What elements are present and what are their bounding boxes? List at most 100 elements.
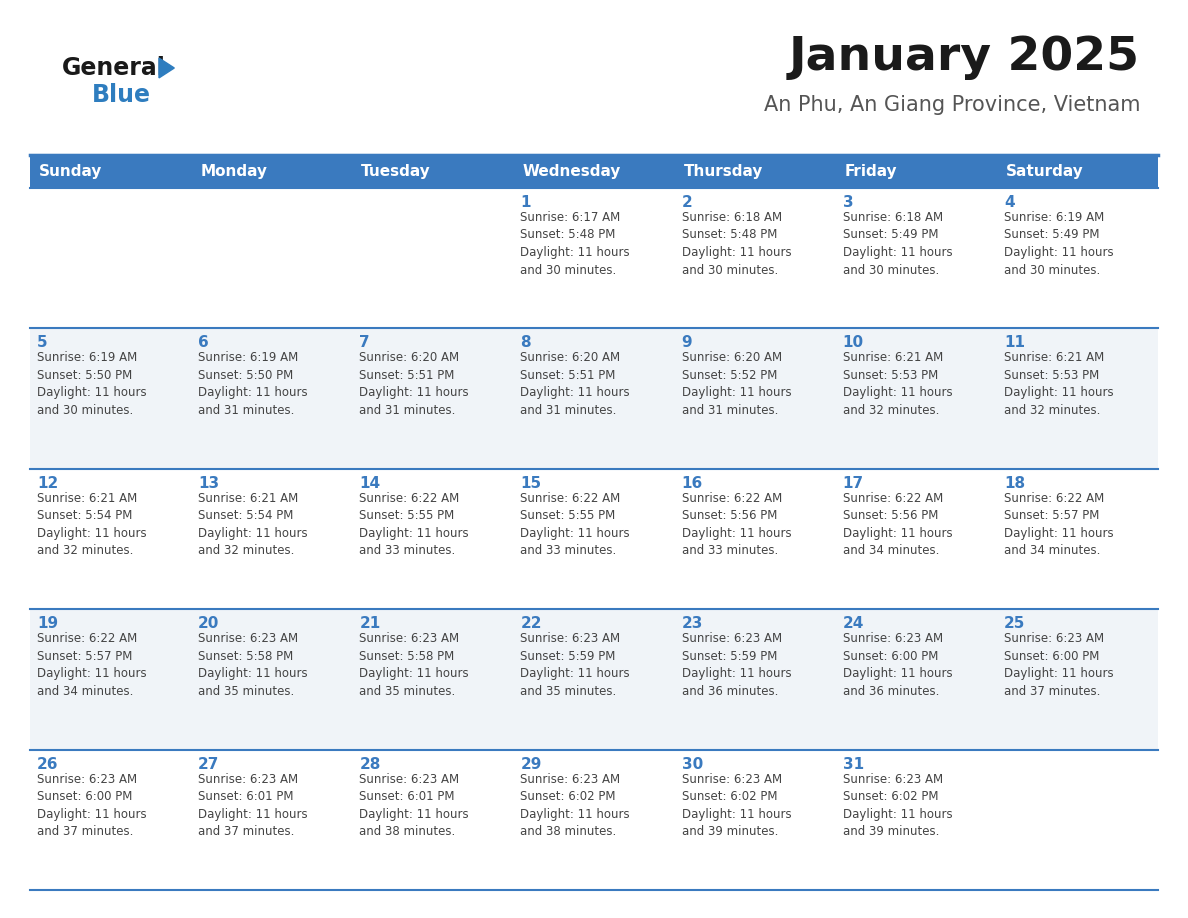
Bar xyxy=(353,469,513,610)
Bar xyxy=(191,750,353,890)
Bar xyxy=(997,469,1158,610)
Text: Sunrise: 6:18 AM
Sunset: 5:48 PM
Daylight: 11 hours
and 30 minutes.: Sunrise: 6:18 AM Sunset: 5:48 PM Dayligh… xyxy=(682,211,791,276)
Text: 5: 5 xyxy=(37,335,48,351)
Text: 8: 8 xyxy=(520,335,531,351)
Text: Sunrise: 6:18 AM
Sunset: 5:49 PM
Daylight: 11 hours
and 30 minutes.: Sunrise: 6:18 AM Sunset: 5:49 PM Dayligh… xyxy=(842,211,953,276)
Text: Sunrise: 6:23 AM
Sunset: 6:02 PM
Daylight: 11 hours
and 38 minutes.: Sunrise: 6:23 AM Sunset: 6:02 PM Dayligh… xyxy=(520,773,630,838)
Bar xyxy=(513,188,675,329)
Text: Sunrise: 6:21 AM
Sunset: 5:53 PM
Daylight: 11 hours
and 32 minutes.: Sunrise: 6:21 AM Sunset: 5:53 PM Dayligh… xyxy=(842,352,953,417)
Text: 17: 17 xyxy=(842,476,864,491)
Bar xyxy=(353,329,513,469)
Bar xyxy=(30,329,191,469)
Bar xyxy=(835,610,997,750)
Bar xyxy=(835,329,997,469)
Text: 30: 30 xyxy=(682,756,703,772)
Text: Sunrise: 6:23 AM
Sunset: 5:58 PM
Daylight: 11 hours
and 35 minutes.: Sunrise: 6:23 AM Sunset: 5:58 PM Dayligh… xyxy=(198,633,308,698)
Text: Sunrise: 6:23 AM
Sunset: 6:00 PM
Daylight: 11 hours
and 36 minutes.: Sunrise: 6:23 AM Sunset: 6:00 PM Dayligh… xyxy=(842,633,953,698)
Bar xyxy=(675,469,835,610)
Bar xyxy=(513,610,675,750)
Text: 23: 23 xyxy=(682,616,703,632)
Text: Sunrise: 6:23 AM
Sunset: 5:59 PM
Daylight: 11 hours
and 35 minutes.: Sunrise: 6:23 AM Sunset: 5:59 PM Dayligh… xyxy=(520,633,630,698)
Text: 24: 24 xyxy=(842,616,864,632)
Text: Sunrise: 6:22 AM
Sunset: 5:56 PM
Daylight: 11 hours
and 33 minutes.: Sunrise: 6:22 AM Sunset: 5:56 PM Dayligh… xyxy=(682,492,791,557)
Bar xyxy=(835,469,997,610)
Text: Sunrise: 6:19 AM
Sunset: 5:50 PM
Daylight: 11 hours
and 30 minutes.: Sunrise: 6:19 AM Sunset: 5:50 PM Dayligh… xyxy=(37,352,146,417)
Bar xyxy=(191,469,353,610)
Text: 2: 2 xyxy=(682,195,693,210)
Text: 10: 10 xyxy=(842,335,864,351)
Text: 29: 29 xyxy=(520,756,542,772)
Text: Sunrise: 6:23 AM
Sunset: 6:02 PM
Daylight: 11 hours
and 39 minutes.: Sunrise: 6:23 AM Sunset: 6:02 PM Dayligh… xyxy=(682,773,791,838)
Text: 4: 4 xyxy=(1004,195,1015,210)
Text: Sunrise: 6:19 AM
Sunset: 5:50 PM
Daylight: 11 hours
and 31 minutes.: Sunrise: 6:19 AM Sunset: 5:50 PM Dayligh… xyxy=(198,352,308,417)
Text: 12: 12 xyxy=(37,476,58,491)
Bar xyxy=(30,750,191,890)
Bar xyxy=(997,610,1158,750)
Bar xyxy=(997,329,1158,469)
Text: Sunrise: 6:17 AM
Sunset: 5:48 PM
Daylight: 11 hours
and 30 minutes.: Sunrise: 6:17 AM Sunset: 5:48 PM Dayligh… xyxy=(520,211,630,276)
Text: 28: 28 xyxy=(359,756,380,772)
Bar xyxy=(353,750,513,890)
Bar xyxy=(513,750,675,890)
Bar xyxy=(513,469,675,610)
Bar xyxy=(997,750,1158,890)
Text: Sunrise: 6:20 AM
Sunset: 5:51 PM
Daylight: 11 hours
and 31 minutes.: Sunrise: 6:20 AM Sunset: 5:51 PM Dayligh… xyxy=(520,352,630,417)
Bar xyxy=(675,188,835,329)
Text: Sunrise: 6:23 AM
Sunset: 6:00 PM
Daylight: 11 hours
and 37 minutes.: Sunrise: 6:23 AM Sunset: 6:00 PM Dayligh… xyxy=(1004,633,1113,698)
Text: 11: 11 xyxy=(1004,335,1025,351)
Text: An Phu, An Giang Province, Vietnam: An Phu, An Giang Province, Vietnam xyxy=(764,95,1140,115)
Bar xyxy=(835,750,997,890)
Text: 18: 18 xyxy=(1004,476,1025,491)
Text: 27: 27 xyxy=(198,756,220,772)
Text: January 2025: January 2025 xyxy=(789,36,1140,81)
Text: Sunrise: 6:22 AM
Sunset: 5:56 PM
Daylight: 11 hours
and 34 minutes.: Sunrise: 6:22 AM Sunset: 5:56 PM Dayligh… xyxy=(842,492,953,557)
Text: 16: 16 xyxy=(682,476,703,491)
Text: 25: 25 xyxy=(1004,616,1025,632)
Text: Monday: Monday xyxy=(200,164,267,179)
Bar xyxy=(191,188,353,329)
Text: 22: 22 xyxy=(520,616,542,632)
Text: 13: 13 xyxy=(198,476,220,491)
Text: Sunrise: 6:23 AM
Sunset: 6:02 PM
Daylight: 11 hours
and 39 minutes.: Sunrise: 6:23 AM Sunset: 6:02 PM Dayligh… xyxy=(842,773,953,838)
Text: Thursday: Thursday xyxy=(683,164,763,179)
Text: 14: 14 xyxy=(359,476,380,491)
Text: Sunrise: 6:22 AM
Sunset: 5:55 PM
Daylight: 11 hours
and 33 minutes.: Sunrise: 6:22 AM Sunset: 5:55 PM Dayligh… xyxy=(520,492,630,557)
Text: Sunrise: 6:23 AM
Sunset: 5:59 PM
Daylight: 11 hours
and 36 minutes.: Sunrise: 6:23 AM Sunset: 5:59 PM Dayligh… xyxy=(682,633,791,698)
Text: Sunrise: 6:22 AM
Sunset: 5:57 PM
Daylight: 11 hours
and 34 minutes.: Sunrise: 6:22 AM Sunset: 5:57 PM Dayligh… xyxy=(1004,492,1113,557)
Bar xyxy=(353,610,513,750)
Text: Tuesday: Tuesday xyxy=(361,164,431,179)
Text: 1: 1 xyxy=(520,195,531,210)
Bar xyxy=(997,188,1158,329)
Text: 7: 7 xyxy=(359,335,369,351)
Text: Blue: Blue xyxy=(91,83,151,107)
Bar xyxy=(30,155,1158,188)
Text: Sunrise: 6:23 AM
Sunset: 6:01 PM
Daylight: 11 hours
and 38 minutes.: Sunrise: 6:23 AM Sunset: 6:01 PM Dayligh… xyxy=(359,773,469,838)
Text: 9: 9 xyxy=(682,335,693,351)
Text: Sunrise: 6:22 AM
Sunset: 5:57 PM
Daylight: 11 hours
and 34 minutes.: Sunrise: 6:22 AM Sunset: 5:57 PM Dayligh… xyxy=(37,633,146,698)
Text: 31: 31 xyxy=(842,756,864,772)
Bar xyxy=(675,329,835,469)
Text: Sunrise: 6:22 AM
Sunset: 5:55 PM
Daylight: 11 hours
and 33 minutes.: Sunrise: 6:22 AM Sunset: 5:55 PM Dayligh… xyxy=(359,492,469,557)
Bar xyxy=(191,329,353,469)
Bar xyxy=(353,188,513,329)
Text: Wednesday: Wednesday xyxy=(523,164,621,179)
Bar xyxy=(30,469,191,610)
Text: Saturday: Saturday xyxy=(1006,164,1083,179)
Text: Sunrise: 6:21 AM
Sunset: 5:54 PM
Daylight: 11 hours
and 32 minutes.: Sunrise: 6:21 AM Sunset: 5:54 PM Dayligh… xyxy=(198,492,308,557)
Text: Sunrise: 6:21 AM
Sunset: 5:54 PM
Daylight: 11 hours
and 32 minutes.: Sunrise: 6:21 AM Sunset: 5:54 PM Dayligh… xyxy=(37,492,146,557)
Text: Friday: Friday xyxy=(845,164,897,179)
Text: Sunrise: 6:23 AM
Sunset: 6:01 PM
Daylight: 11 hours
and 37 minutes.: Sunrise: 6:23 AM Sunset: 6:01 PM Dayligh… xyxy=(198,773,308,838)
Bar xyxy=(30,610,191,750)
Bar xyxy=(513,329,675,469)
Bar xyxy=(675,610,835,750)
Text: Sunrise: 6:23 AM
Sunset: 5:58 PM
Daylight: 11 hours
and 35 minutes.: Sunrise: 6:23 AM Sunset: 5:58 PM Dayligh… xyxy=(359,633,469,698)
Bar xyxy=(30,188,191,329)
Text: 19: 19 xyxy=(37,616,58,632)
Bar xyxy=(191,610,353,750)
Bar xyxy=(675,750,835,890)
Text: 26: 26 xyxy=(37,756,58,772)
Text: 20: 20 xyxy=(198,616,220,632)
Text: Sunrise: 6:20 AM
Sunset: 5:51 PM
Daylight: 11 hours
and 31 minutes.: Sunrise: 6:20 AM Sunset: 5:51 PM Dayligh… xyxy=(359,352,469,417)
Bar xyxy=(835,188,997,329)
Text: 6: 6 xyxy=(198,335,209,351)
